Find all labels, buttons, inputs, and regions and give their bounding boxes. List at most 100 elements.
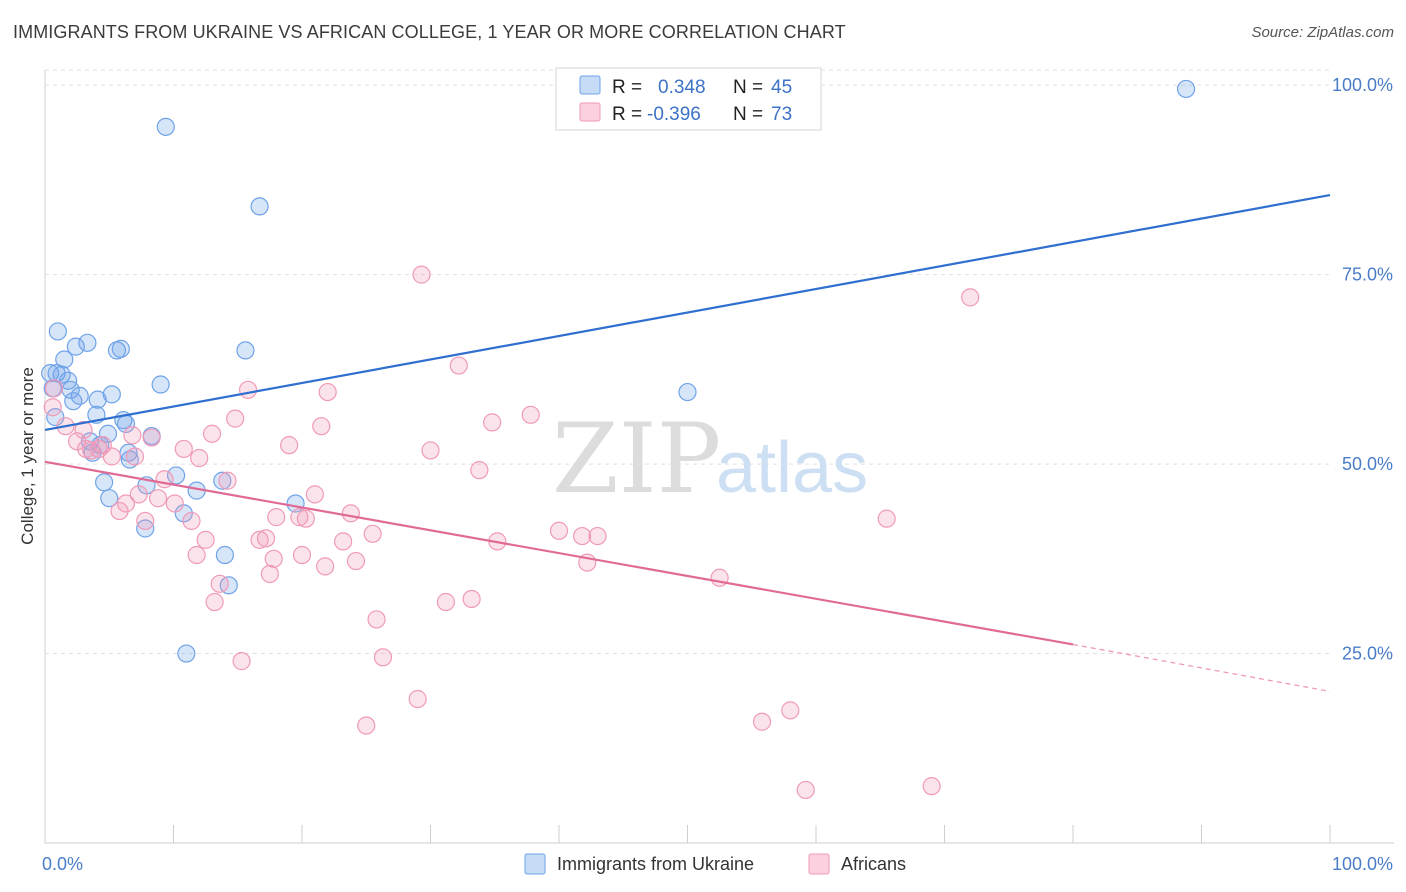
point-africans [250,530,269,549]
point-africans [588,526,607,546]
point-africans [462,589,481,609]
point-ukraine [48,322,67,341]
point-africans [125,447,145,466]
point-africans [116,494,136,513]
series-legend: Immigrants from Ukraine Africans [524,853,906,875]
point-ukraine [98,424,118,443]
y-axis-label: College, 1 year or more [18,367,37,545]
point-africans [436,592,456,612]
point-ukraine [215,545,234,565]
point-africans [102,447,121,466]
point-africans [196,530,215,549]
point-africans [752,712,772,731]
point-africans [174,439,193,459]
series-legend-swatch-ukraine [524,853,546,875]
point-africans [408,689,427,709]
point-africans [296,509,315,528]
point-africans [363,524,382,543]
series-legend-swatch-africans [808,853,830,875]
point-ukraine [177,644,196,663]
point-africans [781,701,800,720]
point-africans [260,564,279,584]
point-africans [280,436,299,455]
legend-n-label-ukraine: N = [733,77,763,98]
point-africans [165,494,184,513]
point-africans [187,545,206,565]
legend-n-value-africans: 73 [771,104,792,125]
point-africans [549,521,569,540]
point-africans [373,648,393,667]
x-tick-label-min: 0.0% [42,854,83,874]
point-africans [341,504,360,523]
x-tick-label-max: 100.0% [1332,854,1393,874]
point-africans [290,508,309,527]
point-africans [877,509,896,528]
point-africans [305,485,324,504]
point-ukraine [78,333,97,352]
point-africans [232,652,251,671]
point-africans [123,426,142,445]
point-africans [190,448,209,468]
point-africans [218,471,237,490]
point-africans [367,610,386,629]
point-africans [357,716,376,735]
point-africans [44,379,64,398]
legend-swatch-africans [579,102,601,122]
point-africans [346,551,366,571]
point-africans [267,508,286,527]
point-ukraine [1176,79,1196,99]
chart-title: IMMIGRANTS FROM UKRAINE VS AFRICAN COLLE… [13,22,846,42]
point-ukraine [151,375,170,394]
point-ukraine [88,390,107,409]
point-ukraine [47,364,66,383]
trend-line-africans [44,460,1074,646]
point-ukraine [102,385,121,404]
legend-r-label-ukraine: R = [612,77,642,98]
point-africans [74,420,93,440]
watermark-atlas: atlas [716,428,868,508]
point-ukraine [156,117,175,136]
point-ukraine [41,364,60,383]
point-africans [521,405,540,424]
trend-line-africans-extrapolated [1072,643,1331,693]
point-ukraine [213,471,232,490]
point-africans [43,398,62,417]
point-africans [412,265,431,284]
point-africans [129,485,148,504]
point-africans [334,532,353,551]
point-ukraine [70,386,89,405]
point-africans [449,356,468,375]
point-ukraine [66,337,85,356]
gridlines [45,69,1330,655]
point-africans [136,511,155,531]
legend-r-label-africans: R = [612,104,642,125]
point-ukraine [136,519,155,538]
point-africans [182,511,201,531]
legend-n-label-africans: N = [733,104,763,125]
point-africans [110,501,129,521]
point-ukraine [236,341,255,360]
point-ukraine [55,350,74,369]
point-ukraine [111,339,130,358]
legend-swatch-ukraine [579,75,601,95]
point-ukraine [678,382,697,402]
point-africans [142,428,161,447]
point-africans [421,441,440,460]
point-africans [82,441,101,460]
series-legend-label-ukraine: Immigrants from Ukraine [557,854,754,874]
point-africans [264,549,283,568]
point-ukraine [250,197,269,216]
point-africans [922,777,941,796]
y-tick-labels: 25.0% 50.0% 75.0% 100.0% [1332,75,1393,663]
point-africans [796,780,815,800]
series-legend-label-africans: Africans [841,854,906,874]
watermark-zip: ZIP [552,403,721,515]
point-ukraine [166,466,186,485]
correlation-legend: R = 0.348 N = 45 R = -0.396 N = 73 [555,67,822,131]
legend-n-value-ukraine: 45 [771,77,792,98]
point-africans [226,409,245,428]
point-africans [470,461,489,480]
point-africans [316,557,335,576]
point-africans [318,382,337,402]
y-tick-label: 100.0% [1332,75,1393,95]
